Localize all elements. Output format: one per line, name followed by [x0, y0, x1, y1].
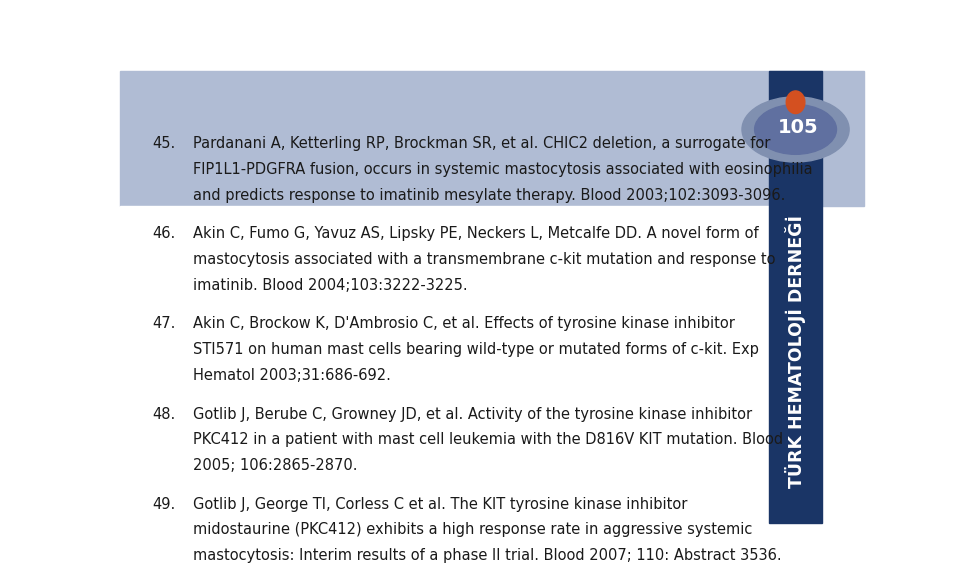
Text: Akin C, Brockow K, D'Ambrosio C, et al. Effects of tyrosine kinase inhibitor: Akin C, Brockow K, D'Ambrosio C, et al. … — [193, 316, 734, 332]
Text: 2005; 106:2865-2870.: 2005; 106:2865-2870. — [193, 458, 357, 473]
Text: STI571 on human mast cells bearing wild-type or mutated forms of c-kit. Exp: STI571 on human mast cells bearing wild-… — [193, 342, 758, 358]
Circle shape — [755, 105, 836, 154]
Text: Pardanani A, Ketterling RP, Brockman SR, et al. CHIC2 deletion, a surrogate for: Pardanani A, Ketterling RP, Brockman SR,… — [193, 136, 770, 151]
Text: 45.: 45. — [152, 136, 176, 151]
Text: Gotlib J, Berube C, Growney JD, et al. Activity of the tyrosine kinase inhibitor: Gotlib J, Berube C, Growney JD, et al. A… — [193, 406, 752, 422]
Text: 49.: 49. — [152, 497, 176, 512]
Text: Gotlib J, George TI, Corless C et al. The KIT tyrosine kinase inhibitor: Gotlib J, George TI, Corless C et al. Th… — [193, 497, 687, 512]
Bar — [120, 206, 769, 523]
Text: TÜRK HEMATOLOJİ DERNEĞİ: TÜRK HEMATOLOJİ DERNEĞİ — [785, 215, 806, 488]
Text: 48.: 48. — [152, 406, 176, 422]
Ellipse shape — [786, 91, 804, 113]
Text: Akin C, Fumo G, Yavuz AS, Lipsky PE, Neckers L, Metcalfe DD. A novel form of: Akin C, Fumo G, Yavuz AS, Lipsky PE, Nec… — [193, 226, 758, 241]
Text: 47.: 47. — [152, 316, 176, 332]
Bar — [120, 71, 864, 206]
Text: imatinib. Blood 2004;103:3222-3225.: imatinib. Blood 2004;103:3222-3225. — [193, 278, 468, 293]
Text: mastocytosis associated with a transmembrane c-kit mutation and response to: mastocytosis associated with a transmemb… — [193, 252, 776, 267]
Text: 46.: 46. — [152, 226, 176, 241]
Text: 105: 105 — [778, 118, 818, 136]
Text: FIP1L1-PDGFRA fusion, occurs in systemic mastocytosis associated with eosinophil: FIP1L1-PDGFRA fusion, occurs in systemic… — [193, 162, 812, 177]
Circle shape — [742, 97, 849, 162]
Text: midostaurine (PKC412) exhibits a high response rate in aggressive systemic: midostaurine (PKC412) exhibits a high re… — [193, 522, 753, 537]
Bar — [769, 71, 823, 523]
Text: Hematol 2003;31:686-692.: Hematol 2003;31:686-692. — [193, 368, 391, 383]
Text: PKC412 in a patient with mast cell leukemia with the D816V KIT mutation. Blood: PKC412 in a patient with mast cell leuke… — [193, 432, 783, 447]
Text: and predicts response to imatinib mesylate therapy. Blood 2003;102:3093-3096.: and predicts response to imatinib mesyla… — [193, 188, 785, 203]
Text: mastocytosis: Interim results of a phase II trial. Blood 2007; 110: Abstract 353: mastocytosis: Interim results of a phase… — [193, 548, 781, 563]
